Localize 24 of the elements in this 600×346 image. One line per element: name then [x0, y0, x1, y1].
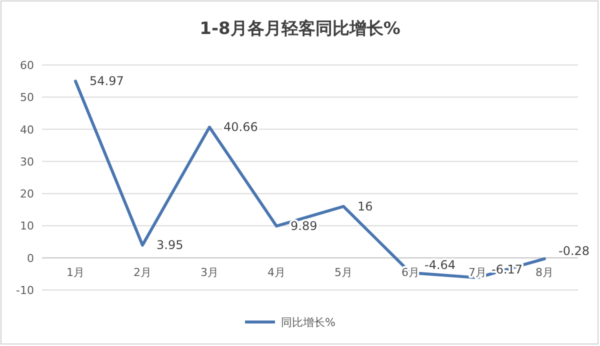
data-label: -0.28	[558, 244, 590, 258]
chart-title: 1-8月各月轻客同比增长%	[200, 19, 400, 39]
y-tick-label: -10	[16, 284, 34, 297]
data-label: 3.95	[156, 238, 184, 252]
x-tick-label: 5月	[334, 266, 352, 279]
data-label: 16	[358, 199, 373, 214]
y-tick-label: 50	[20, 91, 34, 104]
x-tick-label: 3月	[200, 266, 218, 279]
y-tick-label: 40	[20, 123, 34, 136]
legend-label: 同比增长%	[281, 316, 336, 329]
y-tick-label: 30	[20, 155, 34, 168]
y-tick-label: 10	[20, 220, 34, 233]
x-tick-label: 7月	[468, 266, 486, 279]
y-tick-label: 0	[27, 252, 34, 265]
data-label: 54.97	[90, 74, 124, 88]
y-tick-label: 60	[20, 59, 34, 72]
data-label: 9.89	[290, 219, 318, 234]
y-tick-label: 20	[20, 188, 34, 201]
data-label: -4.64	[424, 258, 456, 272]
x-tick-label: 2月	[134, 266, 152, 279]
data-label: 40.66	[224, 120, 258, 134]
x-tick-label: 4月	[268, 266, 286, 279]
x-tick-label: 8月	[536, 266, 554, 279]
x-tick-label: 1月	[66, 266, 84, 279]
